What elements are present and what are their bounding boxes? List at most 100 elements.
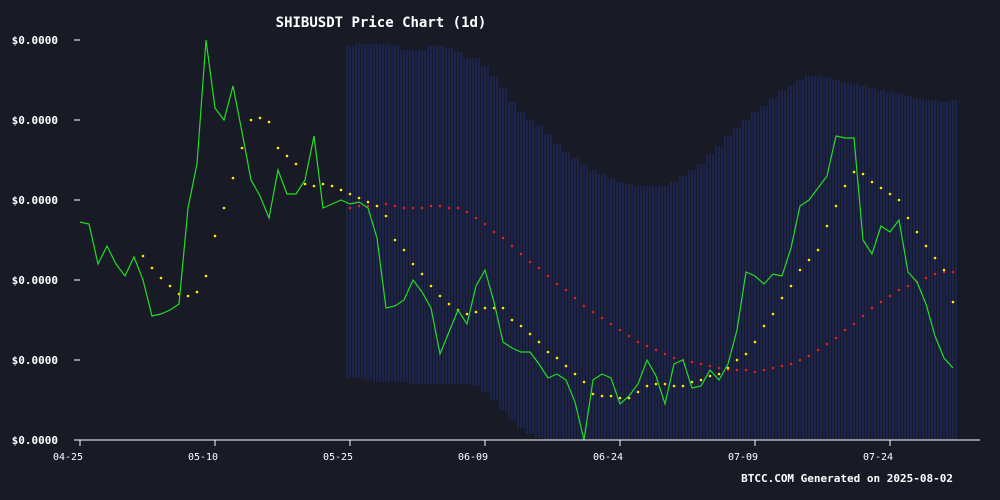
ma-short-point <box>258 116 262 120</box>
ma-long-point <box>762 368 766 372</box>
ma-long-point <box>726 368 730 372</box>
ma-long-point <box>537 266 541 270</box>
ma-long-point <box>456 206 460 210</box>
ma-short-point <box>600 394 604 398</box>
ma-long-point <box>591 310 595 314</box>
ma-long-point <box>753 370 757 374</box>
price-series <box>79 39 954 441</box>
ma-short-point <box>483 306 487 310</box>
ma-long-point <box>384 202 388 206</box>
ma-long-point <box>798 358 802 362</box>
ma-short-point <box>573 372 577 376</box>
ma-long-point <box>744 368 748 372</box>
ma-long-point <box>933 272 937 276</box>
ma-long-point <box>924 276 928 280</box>
ma-short-point <box>465 312 469 316</box>
ma-long-point <box>807 354 811 358</box>
ma-short-point <box>429 284 433 288</box>
ma-short-point <box>609 394 613 398</box>
ma-short-point <box>690 380 694 384</box>
ma-short-point <box>708 374 712 378</box>
x-tick-label: 06-09 <box>458 452 488 463</box>
ma-short-point <box>735 358 739 362</box>
ma-short-point <box>303 182 307 186</box>
ma-short-point <box>519 324 523 328</box>
ma-short-point <box>825 224 829 228</box>
ma-long-point <box>582 304 586 308</box>
ma-short-series <box>141 116 955 400</box>
ma-long-point <box>420 206 424 210</box>
ma-short-point <box>879 186 883 190</box>
ma-short-point <box>753 340 757 344</box>
ma-short-point <box>141 254 145 258</box>
y-tick-label: $0.0000 <box>12 114 58 127</box>
ma-long-point <box>636 340 640 344</box>
ma-long-point <box>825 342 829 346</box>
x-tick-label: 04-25 <box>53 452 83 463</box>
x-tick-label: 07-24 <box>863 452 893 463</box>
ma-long-point <box>618 328 622 332</box>
ma-short-point <box>231 176 235 180</box>
ma-short-point <box>348 192 352 196</box>
ma-short-point <box>897 198 901 202</box>
ma-short-point <box>474 310 478 314</box>
ma-short-point <box>339 188 343 192</box>
ma-long-point <box>411 206 415 210</box>
y-axis-ticks: $0.0000 $0.0000 $0.0000 $0.0000 $0.0000 $0.00… <box>12 34 80 447</box>
ma-short-point <box>663 382 667 386</box>
ma-long-point <box>546 274 550 278</box>
ma-short-point <box>222 206 226 210</box>
ma-short-point <box>744 352 748 356</box>
chart-title: SHIBUSDT Price Chart (1d) <box>276 15 487 31</box>
ma-short-point <box>357 196 361 200</box>
ma-long-point <box>654 348 658 352</box>
x-tick-label: 06-24 <box>593 452 623 463</box>
footer-credit: BTCC.COM Generated on 2025-08-02 <box>741 472 953 485</box>
ma-short-point <box>942 268 946 272</box>
ma-long-point <box>438 204 442 208</box>
ma-short-point <box>411 262 415 266</box>
ma-short-point <box>249 118 253 122</box>
ma-short-point <box>672 384 676 388</box>
y-tick-label: $0.0000 <box>12 434 58 447</box>
ma-long-point <box>843 328 847 332</box>
bollinger-band <box>346 44 957 440</box>
ma-long-point <box>501 236 505 240</box>
ma-short-point <box>717 372 721 376</box>
ma-short-point <box>276 146 280 150</box>
ma-short-point <box>654 382 658 386</box>
x-tick-label: 05-10 <box>188 452 218 463</box>
ma-short-point <box>906 216 910 220</box>
ma-short-point <box>402 248 406 252</box>
ma-long-point <box>789 362 793 366</box>
ma-long-point <box>771 366 775 370</box>
ma-short-point <box>726 366 730 370</box>
ma-short-point <box>528 332 532 336</box>
ma-short-point <box>798 268 802 272</box>
ma-short-point <box>645 384 649 388</box>
ma-short-point <box>186 294 190 298</box>
ma-long-point <box>951 270 955 274</box>
ma-short-point <box>213 234 217 238</box>
y-tick-label: $0.0000 <box>12 354 58 367</box>
ma-short-point <box>915 230 919 234</box>
ma-short-point <box>168 284 172 288</box>
ma-long-point <box>627 334 631 338</box>
ma-short-point <box>330 184 334 188</box>
ma-short-point <box>789 284 793 288</box>
ma-short-point <box>771 312 775 316</box>
ma-short-point <box>375 204 379 208</box>
ma-short-point <box>240 146 244 150</box>
ma-short-point <box>780 296 784 300</box>
ma-long-point <box>645 344 649 348</box>
ma-long-point <box>717 366 721 370</box>
ma-long-point <box>510 244 514 248</box>
ma-short-point <box>195 290 199 294</box>
ma-short-point <box>933 256 937 260</box>
ma-short-point <box>807 258 811 262</box>
ma-long-point <box>672 356 676 360</box>
ma-short-point <box>834 204 838 208</box>
ma-short-point <box>384 214 388 218</box>
ma-short-point <box>582 380 586 384</box>
ma-long-point <box>816 348 820 352</box>
